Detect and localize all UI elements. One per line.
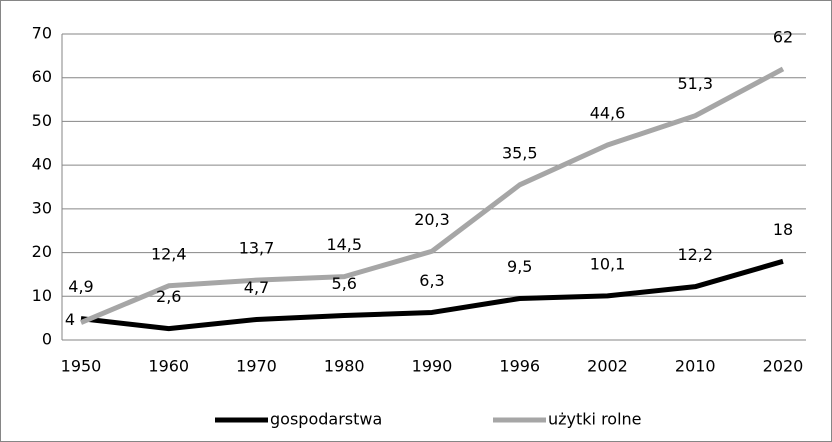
data-label: 12,2 xyxy=(677,245,713,264)
y-tick-label: 20 xyxy=(32,242,52,261)
data-label: 6,3 xyxy=(419,271,444,290)
x-tick-label: 1996 xyxy=(499,357,540,376)
x-tick-label: 1990 xyxy=(412,357,453,376)
series-line xyxy=(80,66,785,325)
data-label: 4 xyxy=(65,310,75,329)
x-tick-label: 1980 xyxy=(324,357,365,376)
x-tick-label: 2002 xyxy=(587,357,628,376)
data-label: 20,3 xyxy=(414,210,450,229)
legend-label: gospodarstwa xyxy=(270,410,382,429)
data-label: 10,1 xyxy=(590,254,626,273)
x-tick-label: 2010 xyxy=(675,357,716,376)
y-tick-label: 0 xyxy=(42,330,52,349)
data-label: 62 xyxy=(773,27,793,46)
data-label: 35,5 xyxy=(502,143,538,162)
data-label: 51,3 xyxy=(677,74,713,93)
y-tick-label: 10 xyxy=(32,286,52,305)
data-label: 44,6 xyxy=(590,104,626,123)
data-label: 13,7 xyxy=(239,239,275,258)
data-label: 9,5 xyxy=(507,257,532,276)
legend-label: użytki rolne xyxy=(548,410,642,429)
data-label: 4,9 xyxy=(68,277,93,296)
x-tick-label: 1950 xyxy=(61,357,102,376)
data-label: 2,6 xyxy=(156,287,181,306)
x-tick-label: 1970 xyxy=(236,357,277,376)
series-line xyxy=(80,258,784,332)
y-tick-label: 70 xyxy=(32,24,52,43)
x-tick-label: 1960 xyxy=(148,357,189,376)
y-tick-label: 60 xyxy=(32,67,52,86)
data-label: 18 xyxy=(773,220,793,239)
data-label: 12,4 xyxy=(151,244,187,263)
data-label: 5,6 xyxy=(332,274,357,293)
data-label: 14,5 xyxy=(326,235,362,254)
y-tick-label: 50 xyxy=(32,111,52,130)
y-tick-label: 40 xyxy=(32,155,52,174)
data-label: 4,7 xyxy=(244,278,269,297)
x-tick-label: 2020 xyxy=(763,357,804,376)
y-tick-label: 30 xyxy=(32,198,52,217)
